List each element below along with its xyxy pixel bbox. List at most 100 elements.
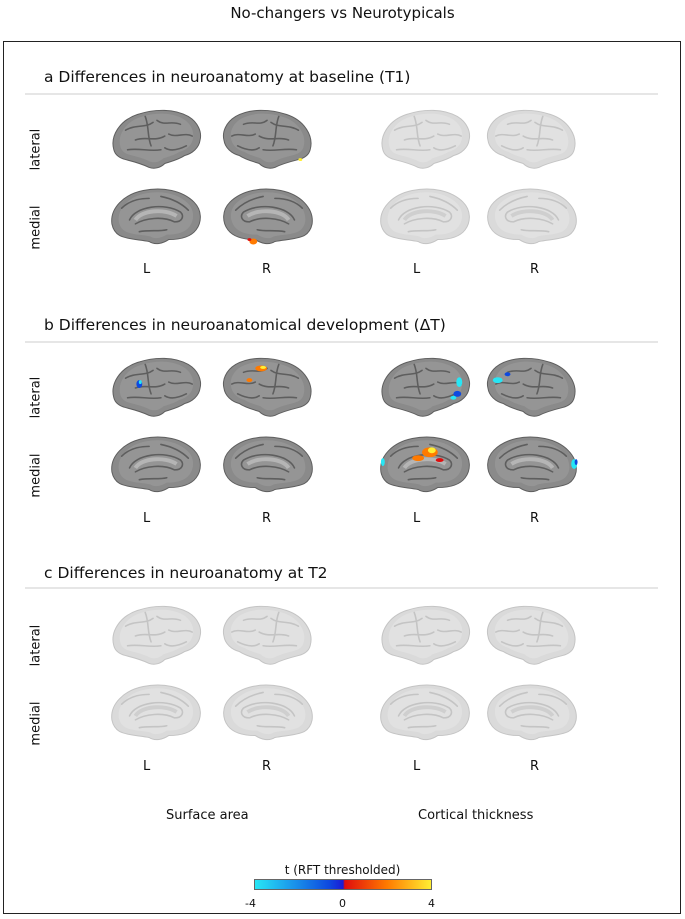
corpus-callosum	[246, 209, 291, 222]
brain-b-sa-lateral-right	[222, 357, 312, 417]
gyrus-line	[164, 641, 188, 647]
gyrus-line	[526, 148, 562, 152]
gyrus-line	[236, 393, 260, 399]
gyrus-line	[144, 611, 152, 643]
figure-title: No-changers vs Neurotypicals	[230, 4, 455, 22]
gyrus-line	[242, 615, 268, 622]
hemi-label-left: L	[413, 262, 421, 277]
gyrus-line	[234, 443, 264, 459]
gyrus-line	[240, 205, 296, 225]
gyrus-line	[403, 631, 435, 637]
corpus-callosum	[402, 209, 447, 222]
corpus-callosum	[510, 457, 555, 470]
gyrus-line	[500, 641, 524, 647]
gyrus-line	[425, 615, 451, 622]
gyrus-line	[413, 363, 421, 395]
corpus-callosum	[510, 705, 555, 718]
brain-a-sa-lateral-right	[222, 109, 312, 169]
gyrus-line	[240, 701, 296, 721]
corpus-callosum	[510, 209, 555, 222]
gyrus-line	[126, 148, 162, 152]
corpus-callosum	[133, 209, 178, 222]
brain-a-sa-medial-right	[223, 188, 313, 245]
gyrus-line	[538, 445, 568, 457]
gyrus-line	[494, 381, 521, 385]
brain-a-ct-medial-left	[380, 188, 470, 245]
gyrus-line	[167, 381, 194, 385]
gyrus-line	[156, 119, 182, 126]
gyrus-line	[167, 629, 194, 633]
corpus-callosum	[133, 457, 178, 470]
gyrus-line	[236, 641, 260, 647]
brain-highlight	[118, 192, 194, 239]
gyrus-line	[498, 195, 528, 211]
significant-cluster	[246, 378, 253, 383]
brain-highlight	[230, 192, 306, 239]
significant-cluster	[435, 458, 444, 463]
gyrus-line	[506, 367, 532, 374]
gyrus-line	[433, 641, 457, 647]
significant-cluster	[453, 390, 462, 397]
significant-cluster	[260, 365, 267, 369]
gyrus-line	[429, 195, 459, 211]
hemi-label-right: R	[530, 759, 540, 774]
gyrus-line	[506, 119, 532, 126]
brain-a-sa-lateral-left	[112, 109, 202, 169]
colorbar-tick-zero: 0	[339, 897, 346, 910]
gyrus-line	[124, 369, 154, 379]
gyrus-line	[274, 197, 304, 209]
gyrus-line	[256, 724, 286, 729]
gyrus-line	[395, 148, 431, 152]
gyrus-line	[128, 453, 184, 473]
gyrus-line	[144, 363, 152, 395]
gyrus-line	[236, 145, 260, 151]
gyrus-line	[256, 228, 286, 233]
gyrus-line	[240, 453, 296, 473]
gyrus-line	[395, 396, 431, 400]
colorbar-tick-min: -4	[245, 897, 256, 910]
gyrus-line	[242, 119, 268, 126]
gyrus-line	[262, 644, 298, 648]
brain-a-ct-lateral-left	[381, 109, 471, 169]
gyrus-line	[397, 701, 453, 721]
brain-b-ct-lateral-left	[381, 357, 471, 417]
gyrus-line	[407, 476, 437, 481]
gyrus-line	[126, 396, 162, 400]
gyrus-line	[262, 396, 298, 400]
hemi-label-right: R	[530, 262, 540, 277]
gyrus-line	[433, 145, 457, 151]
gyrus-line	[425, 367, 451, 374]
brain-highlight	[230, 688, 306, 735]
gyrus-line	[156, 615, 182, 622]
gyrus-line	[128, 205, 184, 225]
brain-highlight	[494, 688, 570, 735]
brain-c-ct-medial-right	[487, 684, 577, 741]
gyrus-line	[494, 133, 521, 137]
gyrus-line	[522, 631, 554, 637]
significant-cluster	[574, 459, 578, 465]
row-label-medial-c: medial	[28, 701, 44, 746]
row-label-medial-a: medial	[28, 205, 44, 250]
gyrus-line	[230, 133, 257, 137]
gyrus-line	[270, 121, 300, 131]
brain-highlight	[494, 440, 570, 487]
gyrus-line	[504, 205, 560, 225]
gyrus-line	[274, 693, 304, 705]
gyrus-line	[124, 617, 154, 627]
gyrus-line	[272, 611, 280, 643]
hemi-label-right: R	[530, 511, 540, 526]
gyrus-line	[522, 135, 554, 141]
gyrus-line	[407, 724, 437, 729]
brain-highlight	[230, 440, 306, 487]
significant-cluster	[380, 458, 385, 466]
gyrus-line	[526, 396, 562, 400]
gyrus-line	[230, 629, 257, 633]
gyrus-line	[425, 119, 451, 126]
gyrus-line	[274, 445, 304, 457]
gyrus-line	[506, 615, 532, 622]
brain-a-sa-medial-left	[111, 188, 201, 245]
gyrus-line	[256, 476, 286, 481]
gyrus-line	[160, 195, 190, 211]
brain-c-ct-lateral-right	[486, 605, 576, 665]
gyrus-line	[413, 611, 421, 643]
